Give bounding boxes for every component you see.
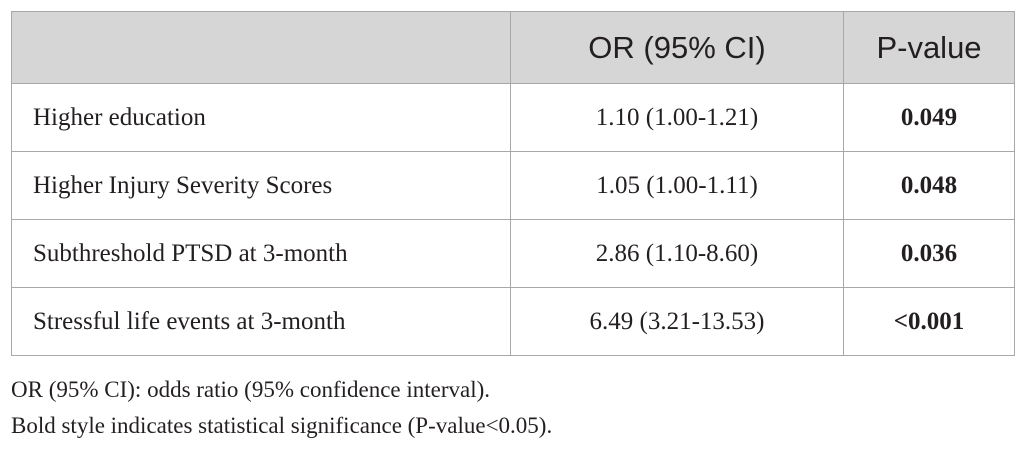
row-label: Higher Injury Severity Scores bbox=[11, 151, 511, 220]
table-header-row: OR (95% CI) P-value bbox=[11, 11, 1015, 84]
row-label: Subthreshold PTSD at 3-month bbox=[11, 219, 511, 288]
table-row: Subthreshold PTSD at 3-month 2.86 (1.10-… bbox=[11, 219, 1015, 288]
row-or-ci: 6.49 (3.21-13.53) bbox=[510, 287, 844, 356]
table-row: Stressful life events at 3-month 6.49 (3… bbox=[11, 287, 1015, 356]
footnote-bold-significance: Bold style indicates statistical signifi… bbox=[11, 413, 553, 438]
odds-ratio-table: OR (95% CI) P-value Higher education 1.1… bbox=[11, 11, 1015, 356]
row-label: Stressful life events at 3-month bbox=[11, 287, 511, 356]
row-or-ci: 1.05 (1.00-1.11) bbox=[510, 151, 844, 220]
header-variable bbox=[11, 11, 511, 84]
row-or-ci: 2.86 (1.10-8.60) bbox=[510, 219, 844, 288]
row-p-value: 0.048 bbox=[843, 151, 1015, 220]
row-p-value: <0.001 bbox=[843, 287, 1015, 356]
table-footnotes: OR (95% CI): odds ratio (95% confidence … bbox=[11, 372, 552, 444]
footnote-or-definition: OR (95% CI): odds ratio (95% confidence … bbox=[11, 377, 491, 402]
table-row: Higher education 1.10 (1.00-1.21) 0.049 bbox=[11, 83, 1015, 152]
header-p-value: P-value bbox=[843, 11, 1015, 84]
row-p-value: 0.036 bbox=[843, 219, 1015, 288]
header-or-ci: OR (95% CI) bbox=[510, 11, 844, 84]
row-or-ci: 1.10 (1.00-1.21) bbox=[510, 83, 844, 152]
row-label: Higher education bbox=[11, 83, 511, 152]
row-p-value: 0.049 bbox=[843, 83, 1015, 152]
results-table-container: OR (95% CI) P-value Higher education 1.1… bbox=[11, 11, 1015, 356]
table-row: Higher Injury Severity Scores 1.05 (1.00… bbox=[11, 151, 1015, 220]
